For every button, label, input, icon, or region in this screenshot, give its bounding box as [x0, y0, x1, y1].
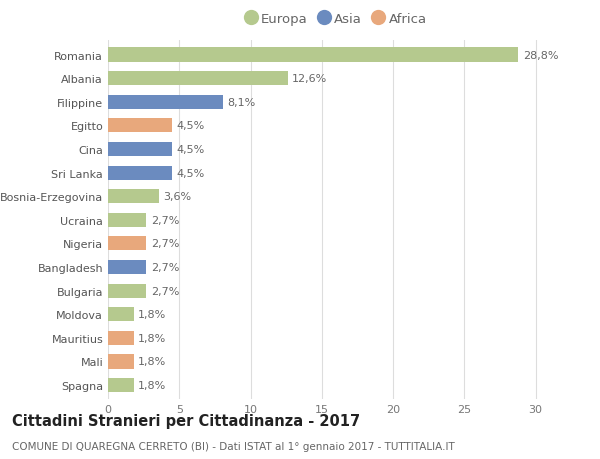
- Bar: [108, 213, 146, 227]
- Text: COMUNE DI QUAREGNA CERRETO (BI) - Dati ISTAT al 1° gennaio 2017 - TUTTITALIA.IT: COMUNE DI QUAREGNA CERRETO (BI) - Dati I…: [12, 441, 455, 451]
- Text: 8,1%: 8,1%: [228, 98, 256, 107]
- Text: 4,5%: 4,5%: [176, 168, 205, 178]
- Text: 3,6%: 3,6%: [164, 192, 192, 202]
- Bar: [108, 331, 134, 345]
- Text: Cittadini Stranieri per Cittadinanza - 2017: Cittadini Stranieri per Cittadinanza - 2…: [12, 413, 360, 428]
- Text: 1,8%: 1,8%: [138, 357, 166, 367]
- Text: 4,5%: 4,5%: [176, 121, 205, 131]
- Text: 2,7%: 2,7%: [151, 286, 179, 296]
- Bar: [108, 308, 134, 322]
- Text: 12,6%: 12,6%: [292, 74, 327, 84]
- Bar: [108, 237, 146, 251]
- Bar: [108, 72, 287, 86]
- Bar: [108, 119, 172, 133]
- Text: 1,8%: 1,8%: [138, 380, 166, 390]
- Bar: [108, 354, 134, 369]
- Text: 4,5%: 4,5%: [176, 145, 205, 155]
- Bar: [108, 48, 518, 62]
- Bar: [108, 143, 172, 157]
- Bar: [108, 260, 146, 274]
- Text: 2,7%: 2,7%: [151, 215, 179, 225]
- Text: 1,8%: 1,8%: [138, 333, 166, 343]
- Bar: [108, 378, 134, 392]
- Bar: [108, 190, 160, 204]
- Legend: Europa, Asia, Africa: Europa, Asia, Africa: [241, 9, 431, 30]
- Text: 1,8%: 1,8%: [138, 309, 166, 319]
- Text: 2,7%: 2,7%: [151, 263, 179, 273]
- Text: 28,8%: 28,8%: [523, 50, 558, 61]
- Bar: [108, 166, 172, 180]
- Bar: [108, 95, 223, 110]
- Bar: [108, 284, 146, 298]
- Text: 2,7%: 2,7%: [151, 239, 179, 249]
